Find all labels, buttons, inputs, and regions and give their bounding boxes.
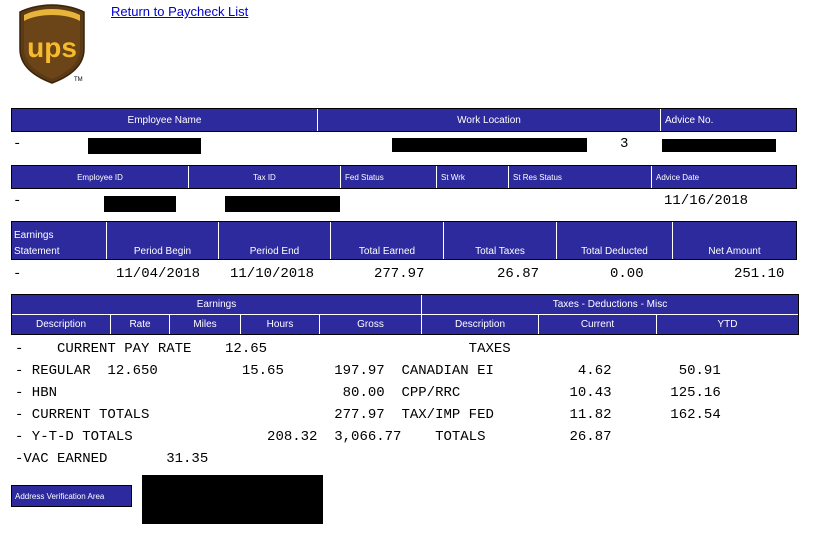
redacted-address [142,475,323,524]
net-amount-header: Net Amount [708,246,761,257]
address-verification-label: Address Verification Area [11,485,132,507]
detail-line: - CURRENT PAY RATE 12.65 TAXES [15,341,511,357]
svg-text:TM: TM [74,77,83,83]
rate-col-header: Rate [111,315,170,334]
total-deducted-value: 0.00 [610,266,644,282]
redacted-work-location [392,138,587,152]
gross-col-header: Gross [320,315,422,334]
detail-line: - Y-T-D TOTALS 208.32 3,066.77 TOTALS 26… [15,429,612,445]
period-end-header: Period End [219,222,331,259]
advice-date-header: Advice Date [656,172,700,182]
advice-date-value: 11/16/2018 [664,193,749,209]
detail-line: - HBN 80.00 CPP/RRC 10.43 125.16 [15,385,721,401]
net-amount-value: 251.10 [734,266,785,282]
period-begin-value: 11/04/2018 [116,266,201,282]
miles-col-header: Miles [170,315,241,334]
employee-row-dash: - [13,136,22,152]
detail-header-band: Earnings Taxes - Deductions - Misc Descr… [11,294,799,335]
employee-id-header: Employee ID [12,166,189,188]
tax-row-dash: - [13,193,22,209]
svg-text:ups: ups [27,32,77,63]
total-earned-value: 277.97 [374,266,425,282]
earnings-statement-header: Earnings Statement [12,222,107,259]
st-wrk-header: St Wrk [437,166,509,188]
redacted-employee-name [88,138,201,154]
ups-logo: ups TM [18,3,86,85]
taxes-group-header: Taxes - Deductions - Misc [552,299,668,310]
total-deducted-header: Total Deducted [557,222,673,259]
return-to-paycheck-list-link[interactable]: Return to Paycheck List [111,4,249,19]
tax-description-col-header: Description [422,315,539,334]
detail-line: - REGULAR 12.650 15.65 197.97 CANADIAN E… [15,363,721,379]
work-location-code: 3 [620,136,629,152]
earnings-summary-header: Earnings Statement Period Begin Period E… [11,221,797,260]
employee-header-band: Employee Name Work Location Advice No. [11,108,797,132]
redacted-advice-no [662,139,776,152]
tax-id-header: Tax ID [189,166,341,188]
description-col-header: Description [12,315,111,334]
employee-name-header: Employee Name [12,109,318,131]
total-taxes-header: Total Taxes [444,222,557,259]
hours-col-header: Hours [241,315,320,334]
earnings-statement-line2: Statement [14,246,60,257]
period-end-value: 11/10/2018 [230,266,315,282]
redacted-tax-id [225,196,340,212]
period-begin-header: Period Begin [107,222,219,259]
st-res-status-header: St Res Status [509,166,652,188]
tax-header-band: Employee ID Tax ID Fed Status St Wrk St … [11,165,797,189]
earnings-group-header: Earnings [12,295,422,314]
advice-no-header: Advice No. [665,114,714,126]
earnings-statement-line1: Earnings [14,230,54,241]
ytd-col-header: YTD [717,319,738,330]
summary-row-dash: - [13,266,22,282]
total-earned-header: Total Earned [331,222,444,259]
current-col-header: Current [539,315,657,334]
redacted-employee-id [104,196,176,212]
total-taxes-value: 26.87 [497,266,540,282]
detail-line: - CURRENT TOTALS 277.97 TAX/IMP FED 11.8… [15,407,721,423]
work-location-header: Work Location [318,109,661,131]
detail-line: -VAC EARNED 31.35 [15,451,209,467]
fed-status-header: Fed Status [341,166,437,188]
